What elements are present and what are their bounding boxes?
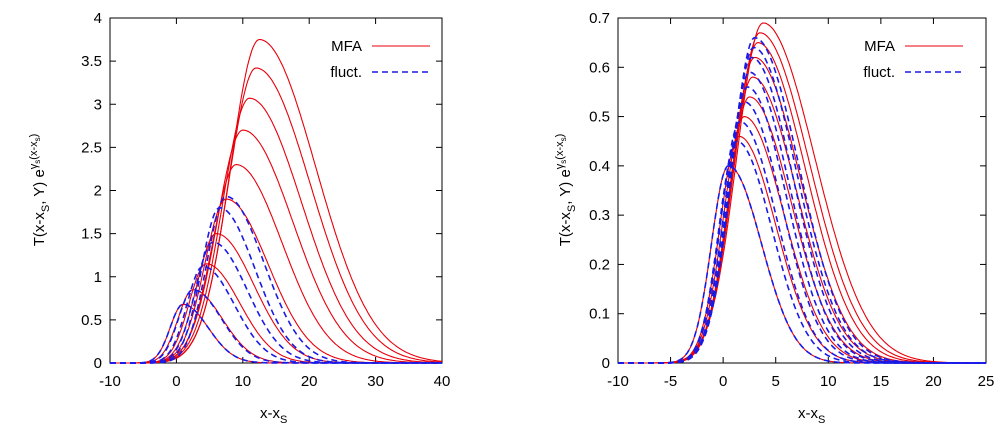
right-ticks: -10 -5 0 5 10 15 20 25 0 0.1 0.2 0.3 0.4 0.5 0.6 0.7	[589, 10, 994, 390]
right-fluct-curve	[618, 86, 986, 364]
left-mfa-curve	[110, 97, 442, 364]
left-y-tick-label: 3.5	[81, 53, 102, 70]
right-chart: -10 -5 0 5 10 15 20 25 0 0.1 0.2 0.3 0.4 0.5 0.6 0.7 MF…	[554, 10, 994, 425]
right-x-axis-label: x-xS	[798, 405, 825, 425]
left-x-tick-label: 40	[434, 373, 451, 390]
left-y-tick-label: 3	[94, 96, 102, 113]
right-fluct-curve	[618, 46, 986, 364]
right-y-tick-label: 0.7	[589, 10, 610, 27]
right-fluct-curve	[618, 140, 986, 364]
right-fluct-curve	[618, 56, 986, 364]
right-y-tick-label: 0.6	[589, 59, 610, 76]
left-y-tick-label: 0.5	[81, 312, 102, 329]
right-y-tick-label: 0.5	[589, 109, 610, 126]
left-y-tick-label: 4	[94, 10, 102, 27]
right-x-tick-label: 10	[820, 373, 837, 390]
right-mfa-curve	[618, 42, 986, 364]
left-legend: MFA fluct.	[330, 38, 430, 81]
right-x-tick-label: -5	[664, 373, 677, 390]
left-x-tick-label: -10	[99, 373, 121, 390]
left-mfa-curve	[110, 198, 442, 364]
left-y-tick-label: 2.5	[81, 139, 102, 156]
left-curves	[110, 39, 443, 364]
right-legend-label: fluct.	[863, 64, 895, 81]
left-mfa-curve	[110, 263, 442, 364]
left-mfa-curve	[110, 129, 442, 364]
right-x-tick-label: 15	[873, 373, 890, 390]
right-fluct-curve	[618, 36, 986, 364]
left-plot-frame	[109, 17, 443, 364]
right-mfa-curve	[618, 135, 986, 364]
left-fluct-curve	[110, 195, 442, 364]
right-plot-frame	[617, 17, 987, 364]
right-x-tick-label: 5	[772, 373, 780, 390]
left-fluct-curve	[110, 206, 442, 364]
left-x-tick-label: 0	[172, 373, 180, 390]
right-y-tick-label: 0	[602, 355, 610, 372]
right-y-tick-label: 0.3	[589, 207, 610, 224]
left-fluct-curve	[110, 303, 442, 364]
right-y-tick-label: 0.1	[589, 306, 610, 323]
left-y-tick-label: 1.5	[81, 226, 102, 243]
right-curves	[618, 22, 986, 364]
right-x-tick-label: 20	[925, 373, 942, 390]
right-mfa-curve	[618, 76, 986, 364]
right-mfa-curve	[618, 56, 986, 364]
right-x-tick-label: 25	[978, 373, 995, 390]
right-legend-label: MFA	[864, 38, 895, 55]
right-y-axis-label: T(x-xS, Y) eγs(x-xs)	[554, 134, 578, 247]
left-x-axis-label: x-xS	[260, 405, 287, 425]
right-legend: MFA fluct.	[863, 38, 963, 81]
left-y-tick-label: 2	[94, 183, 102, 200]
left-x-tick-label: 20	[301, 373, 318, 390]
left-legend-label: MFA	[331, 38, 362, 55]
left-mfa-curve	[110, 164, 442, 364]
left-y-tick-label: 0	[94, 355, 102, 372]
left-legend-label: fluct.	[330, 64, 362, 81]
left-mfa-curve	[110, 303, 442, 364]
right-y-tick-label: 0.4	[589, 158, 610, 175]
right-x-tick-label: -10	[607, 373, 629, 390]
left-fluct-curve	[110, 241, 442, 364]
left-x-tick-label: 30	[367, 373, 384, 390]
left-fluct-curve	[110, 265, 442, 364]
left-y-tick-label: 1	[94, 269, 102, 286]
left-x-tick-label: 10	[234, 373, 251, 390]
right-x-tick-label: 0	[719, 373, 727, 390]
right-y-tick-label: 0.2	[589, 256, 610, 273]
left-y-axis-label: T(x-xS, Y) eγs(x-xs)	[28, 134, 52, 247]
